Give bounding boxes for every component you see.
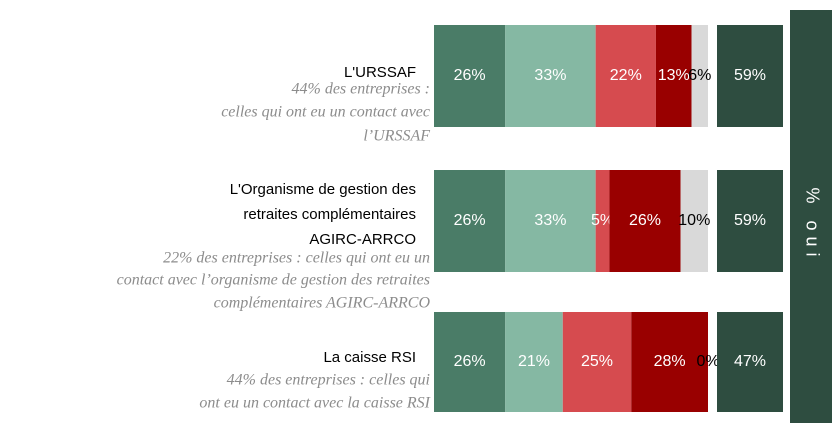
value-label: 33% [534,212,566,229]
value-label: 22% [610,67,642,84]
category-note: 44% des entreprises : [292,81,431,98]
total-label: 59% [734,212,766,229]
total-label: 47% [734,353,766,370]
bar-segment [434,25,506,127]
category-label: La caisse RSI [323,349,416,366]
bar-segment [505,312,563,412]
bar-segment [691,25,708,127]
value-label: 0% [696,353,719,370]
bar-segment [505,25,596,127]
value-label: 10% [678,212,710,229]
value-label: 26% [454,212,486,229]
category-note: ont eu un contact avec la caisse RSI [199,395,430,412]
category-note: complémentaires AGIRC-ARRCO [214,295,431,312]
category-label: AGIRC-ARRCO [309,231,416,248]
category-note: 44% des entreprises : celles qui [227,372,430,389]
value-label: 13% [658,67,690,84]
side-label: % oui [802,187,822,262]
value-label: 26% [629,212,661,229]
category-label: L'Organisme de gestion des [230,181,416,198]
bar-segment [609,170,681,272]
category-note: l’URSSAF [363,128,430,145]
total-box [717,25,783,127]
value-label: 26% [454,353,486,370]
total-box [717,312,783,412]
bar-segment [631,312,708,412]
bar-segment [655,25,692,127]
value-label: 5% [591,212,614,229]
value-label: 6% [688,67,711,84]
bar-segment [680,170,708,272]
category-label: L'URSSAF [344,64,416,81]
category-label: retraites complémentaires [243,206,416,223]
total-box [717,170,783,272]
value-label: 28% [654,353,686,370]
bar-segment [505,170,596,272]
category-note: contact avec l’organisme de gestion des … [117,272,430,289]
bar-segment [434,312,506,412]
bar-segment [595,170,610,272]
value-label: 26% [454,67,486,84]
total-label: 59% [734,67,766,84]
bar-segment [562,312,632,412]
value-label: 33% [534,67,566,84]
category-note: 22% des entreprises : celles qui ont eu … [163,250,430,267]
side-panel [790,10,832,423]
category-note: celles qui ont eu un contact avec [221,104,430,121]
value-label: 21% [518,353,550,370]
value-label: 25% [581,353,613,370]
bar-segment [434,170,506,272]
bar-segment [595,25,656,127]
